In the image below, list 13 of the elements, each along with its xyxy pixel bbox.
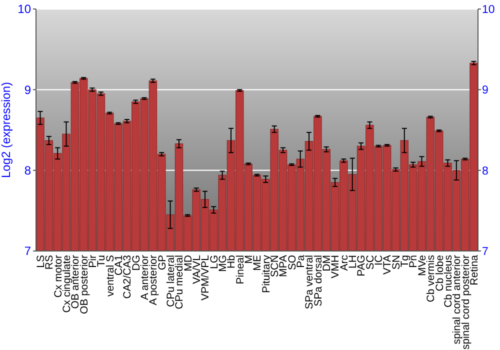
y-tick-label: 9 bbox=[24, 82, 32, 97]
x-tick-label: DG bbox=[130, 255, 142, 271]
y2-tick-label: 8 bbox=[482, 165, 488, 178]
y-tick-label: 10 bbox=[18, 2, 32, 16]
y2-tick-label: 10 bbox=[482, 4, 495, 16]
y2-tick-label: 7 bbox=[482, 246, 488, 258]
x-tick-label: A posterior bbox=[148, 254, 160, 306]
y-tick-label: 7 bbox=[24, 244, 32, 258]
y-tick-label: 8 bbox=[24, 164, 32, 178]
x-tick-label: RS bbox=[44, 255, 56, 270]
x-tick-label: OB posterior bbox=[78, 254, 90, 314]
y-axis-title: Log2 (expression) bbox=[0, 82, 13, 178]
y2-tick-label: 9 bbox=[482, 84, 488, 97]
